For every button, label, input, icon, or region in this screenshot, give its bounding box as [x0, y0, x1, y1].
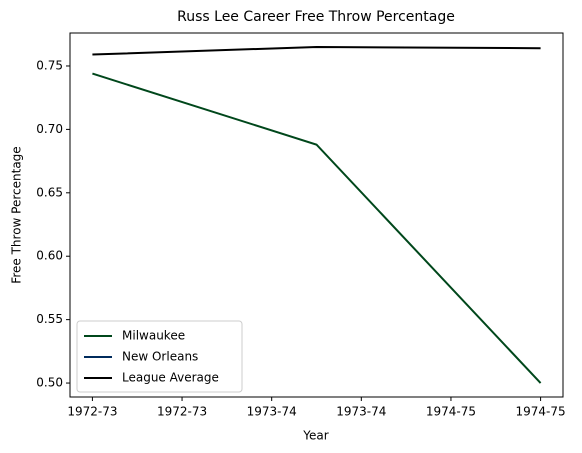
x-tick-label: 1973-74 — [247, 405, 297, 419]
x-axis-label: Year — [302, 429, 328, 443]
legend-box — [76, 320, 243, 393]
y-tick-label: 0.60 — [36, 249, 63, 263]
y-tick-label: 0.75 — [36, 58, 63, 72]
plot-frame — [69, 32, 564, 398]
legend-label: Milwaukee — [122, 329, 185, 343]
y-tick-label: 0.50 — [36, 376, 63, 390]
y-tick-label: 0.70 — [36, 122, 63, 136]
x-tick-label: 1972-73 — [157, 405, 207, 419]
y-tick-label: 0.55 — [36, 312, 63, 326]
chart-title: Russ Lee Career Free Throw Percentage — [177, 9, 455, 25]
series-line — [92, 72, 542, 384]
x-tick-label: 1972-73 — [67, 405, 117, 419]
legend-label: League Average — [122, 371, 219, 385]
x-tick-label: 1974-75 — [516, 405, 566, 419]
x-tick-label: 1974-75 — [426, 405, 476, 419]
y-tick-label: 0.65 — [36, 185, 63, 199]
x-tick-label: 1973-74 — [336, 405, 386, 419]
legend-label: New Orleans — [122, 350, 198, 364]
y-axis-label: Free Throw Percentage — [10, 146, 24, 283]
series-line — [92, 45, 541, 56]
